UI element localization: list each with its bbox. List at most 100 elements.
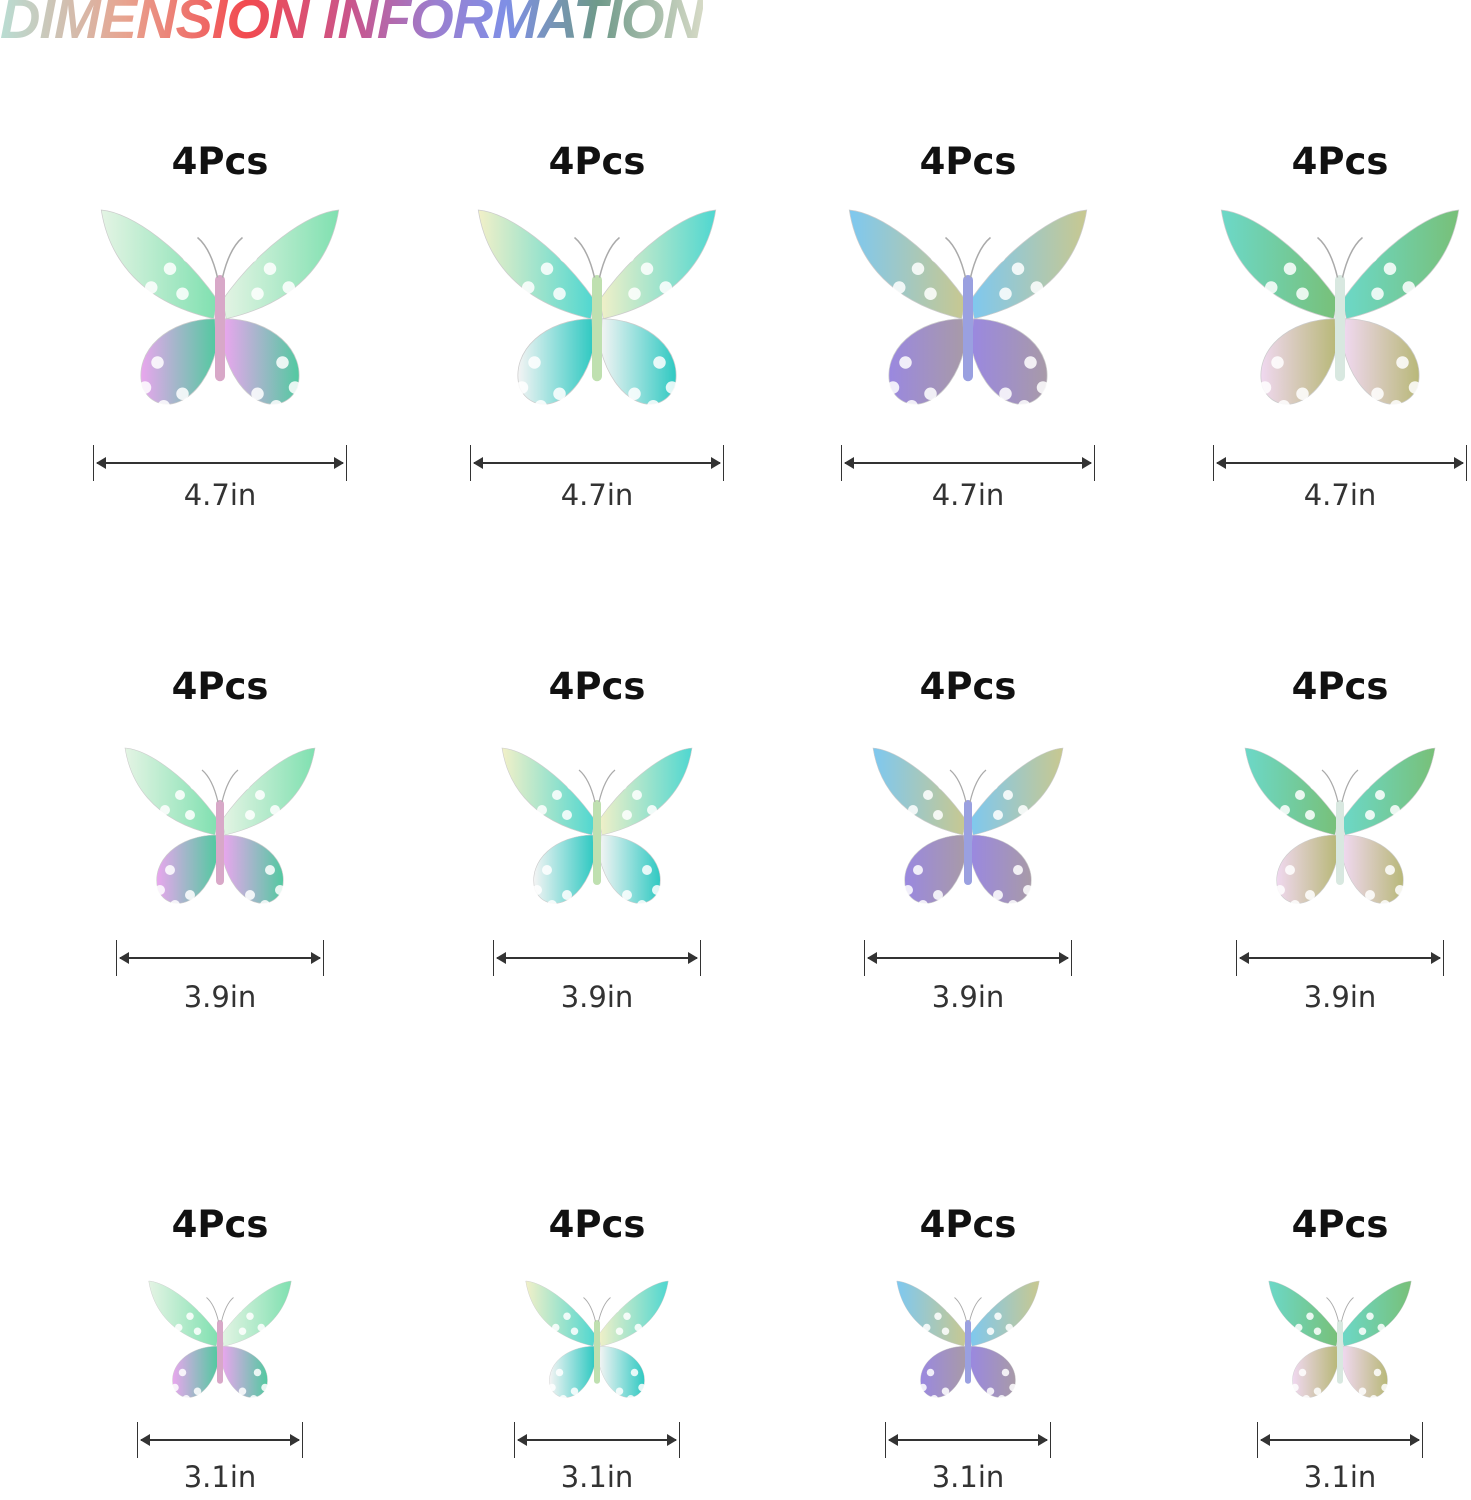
- arrow-left-icon: [96, 457, 106, 469]
- arrow-right-icon: [1082, 457, 1092, 469]
- arrow-right-icon: [688, 952, 698, 964]
- arrow-right-icon: [290, 1434, 300, 1446]
- arrow-right-icon: [1431, 952, 1441, 964]
- dimension-line: [120, 957, 320, 959]
- dimension-line: [1261, 1439, 1419, 1441]
- quantity-label: 4Pcs: [171, 1203, 269, 1246]
- dimension-tick: [841, 445, 842, 481]
- dimension-line: [141, 1439, 299, 1441]
- size-label: 3.1in: [1303, 1460, 1377, 1494]
- size-label: 3.1in: [183, 1460, 257, 1494]
- butterfly-icon: [1209, 200, 1471, 429]
- dimension-tick: [679, 1422, 680, 1458]
- dimension-arrow: [1213, 445, 1467, 481]
- dimension-tick: [323, 940, 324, 976]
- size-label: 4.7in: [560, 478, 634, 512]
- butterfly-icon: [115, 740, 325, 924]
- arrow-right-icon: [1038, 1434, 1048, 1446]
- arrow-right-icon: [711, 457, 721, 469]
- dimension-line: [97, 462, 343, 464]
- quantity-label: 4Pcs: [1291, 665, 1389, 708]
- dimension-line: [1217, 462, 1463, 464]
- dimension-tick: [1213, 445, 1214, 481]
- dimension-tick: [700, 940, 701, 976]
- dimension-tick: [116, 940, 117, 976]
- dimension-arrow: [1236, 940, 1444, 976]
- dimension-tick: [885, 1422, 886, 1458]
- dimension-line: [497, 957, 697, 959]
- dimension-tick: [493, 940, 494, 976]
- quantity-label: 4Pcs: [548, 140, 646, 183]
- arrow-left-icon: [119, 952, 129, 964]
- butterfly-icon: [1235, 740, 1445, 924]
- arrow-right-icon: [1454, 457, 1464, 469]
- quantity-label: 4Pcs: [1291, 1203, 1389, 1246]
- dimension-arrow: [93, 445, 347, 481]
- dimension-tick: [1257, 1422, 1258, 1458]
- dimension-arrow: [137, 1422, 303, 1458]
- size-label: 3.9in: [931, 980, 1005, 1014]
- dimension-tick: [1094, 445, 1095, 481]
- dimension-tick: [137, 1422, 138, 1458]
- dimension-tick: [470, 445, 471, 481]
- arrow-right-icon: [1410, 1434, 1420, 1446]
- butterfly-icon: [89, 200, 351, 429]
- butterfly-icon: [492, 740, 702, 924]
- arrow-left-icon: [517, 1434, 527, 1446]
- arrow-left-icon: [1239, 952, 1249, 964]
- size-label: 4.7in: [1303, 478, 1377, 512]
- dimension-tick: [1050, 1422, 1051, 1458]
- dimension-tick: [1443, 940, 1444, 976]
- dimension-arrow: [885, 1422, 1051, 1458]
- quantity-label: 4Pcs: [548, 1203, 646, 1246]
- dimension-tick: [514, 1422, 515, 1458]
- dimension-line: [474, 462, 720, 464]
- dimension-tick: [346, 445, 347, 481]
- quantity-label: 4Pcs: [919, 1203, 1017, 1246]
- dimension-line: [845, 462, 1091, 464]
- dimension-tick: [864, 940, 865, 976]
- butterfly-icon: [138, 1275, 303, 1414]
- dimension-line: [868, 957, 1068, 959]
- dimension-tick: [93, 445, 94, 481]
- dimension-arrow: [864, 940, 1072, 976]
- size-label: 3.9in: [1303, 980, 1377, 1014]
- dimension-arrow: [470, 445, 724, 481]
- arrow-left-icon: [867, 952, 877, 964]
- dimension-line: [889, 1439, 1047, 1441]
- size-label: 4.7in: [183, 478, 257, 512]
- quantity-label: 4Pcs: [171, 140, 269, 183]
- size-label: 3.1in: [560, 1460, 634, 1494]
- dimension-tick: [1236, 940, 1237, 976]
- arrow-left-icon: [473, 457, 483, 469]
- dimension-arrow: [514, 1422, 680, 1458]
- dimension-tick: [723, 445, 724, 481]
- butterfly-icon: [863, 740, 1073, 924]
- dimension-tick: [1422, 1422, 1423, 1458]
- butterfly-icon: [1258, 1275, 1423, 1414]
- size-label: 4.7in: [931, 478, 1005, 512]
- page-title: DIMENSION INFORMATION: [0, 0, 704, 51]
- dimension-line: [1240, 957, 1440, 959]
- quantity-label: 4Pcs: [548, 665, 646, 708]
- arrow-right-icon: [667, 1434, 677, 1446]
- butterfly-icon: [515, 1275, 680, 1414]
- arrow-left-icon: [140, 1434, 150, 1446]
- dimension-arrow: [116, 940, 324, 976]
- dimension-tick: [302, 1422, 303, 1458]
- size-label: 3.9in: [183, 980, 257, 1014]
- arrow-right-icon: [311, 952, 321, 964]
- dimension-arrow: [1257, 1422, 1423, 1458]
- dimension-tick: [1071, 940, 1072, 976]
- arrow-left-icon: [1260, 1434, 1270, 1446]
- arrow-left-icon: [844, 457, 854, 469]
- dimension-arrow: [841, 445, 1095, 481]
- arrow-left-icon: [1216, 457, 1226, 469]
- quantity-label: 4Pcs: [919, 665, 1017, 708]
- quantity-label: 4Pcs: [171, 665, 269, 708]
- butterfly-icon: [886, 1275, 1051, 1414]
- quantity-label: 4Pcs: [1291, 140, 1389, 183]
- arrow-left-icon: [496, 952, 506, 964]
- butterfly-icon: [837, 200, 1099, 429]
- dimension-arrow: [493, 940, 701, 976]
